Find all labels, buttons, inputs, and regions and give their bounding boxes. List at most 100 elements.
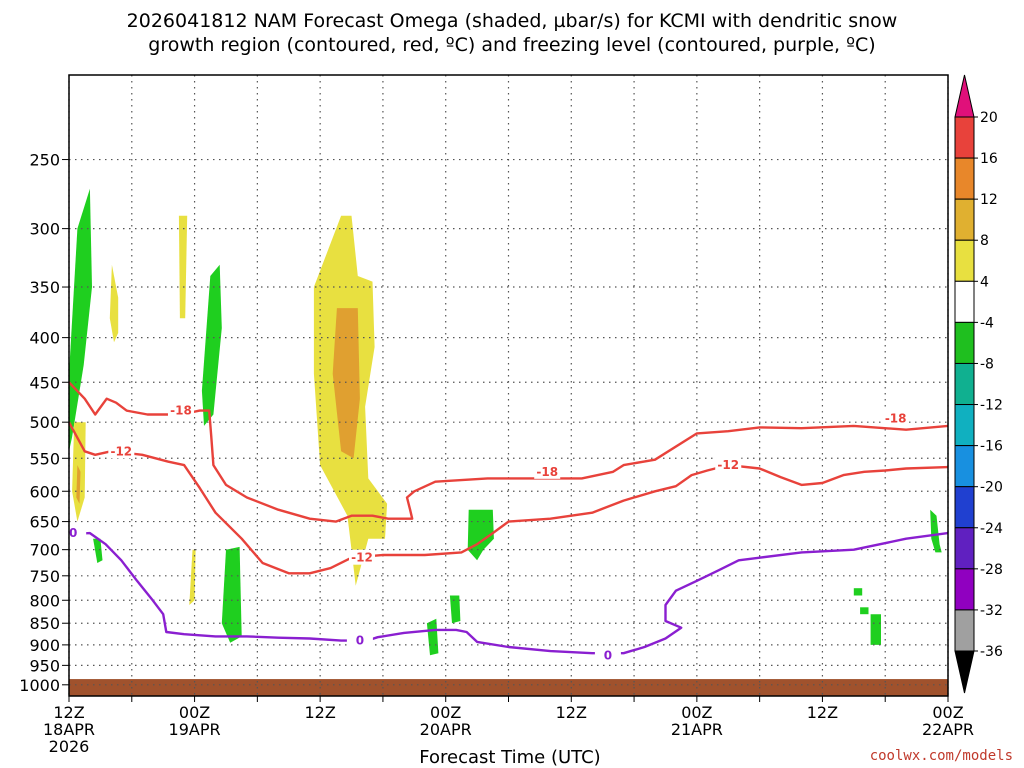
plot-area: 250 300 350 400 450 500 550 600 650 700 750 800 850 9… bbox=[19, 74, 974, 756]
omega-shading bbox=[69, 188, 942, 656]
colorbar-seg-12 bbox=[954, 609, 975, 652]
y-tick-label-450: 450 bbox=[29, 373, 60, 392]
x-axis-label: Forecast Time (UTC) bbox=[419, 747, 600, 768]
colorbar-seg-7 bbox=[954, 404, 975, 447]
contour-line-0 bbox=[69, 381, 948, 523]
contour-line-2 bbox=[69, 531, 948, 655]
y-tick-label-600: 600 bbox=[29, 482, 60, 501]
x-tick-date-1: 19APR bbox=[169, 720, 221, 739]
contour-label-1-1: -12 bbox=[351, 551, 373, 565]
y-tick-label-800: 800 bbox=[29, 591, 60, 610]
x-tick-label-3: 00Z bbox=[430, 703, 461, 722]
colorbar-label-8: -16 bbox=[980, 439, 1003, 455]
colorbar-label-9: -20 bbox=[980, 480, 1003, 496]
contour-label-bg-1-1 bbox=[349, 549, 375, 565]
x-tick-label-1: 00Z bbox=[179, 703, 210, 722]
colorbar-label-11: -28 bbox=[980, 562, 1003, 578]
x-tick-date-7: 22APR bbox=[922, 720, 974, 739]
contour-label-bg-0-1 bbox=[534, 463, 561, 479]
colorbar-label-2: 12 bbox=[980, 192, 998, 208]
chart-title-line2: growth region (contoured, red, ºC) and f… bbox=[148, 34, 875, 56]
y-tick-label-950: 950 bbox=[29, 656, 60, 675]
contour-label-2-0: 0 bbox=[69, 526, 77, 540]
omega-region-13 bbox=[467, 509, 494, 561]
contour-label-bg-2-0 bbox=[69, 525, 87, 541]
y-tick-label-500: 500 bbox=[29, 413, 60, 432]
credit-text[interactable]: coolwx.com/models bbox=[870, 748, 1013, 764]
omega-region-10 bbox=[332, 308, 360, 459]
contour-label-2-1: 0 bbox=[356, 634, 364, 648]
y-tick-label-700: 700 bbox=[29, 541, 60, 560]
colorbar-label-0: 20 bbox=[980, 110, 998, 126]
x-tick-date-0: 18APR bbox=[43, 720, 95, 739]
colorbar-label-5: -4 bbox=[980, 315, 994, 331]
plot-frame bbox=[68, 74, 949, 697]
omega-region-5 bbox=[178, 215, 188, 319]
colorbar-seg-4 bbox=[954, 280, 975, 323]
omega-region-1 bbox=[109, 264, 119, 343]
y-tick-label-400: 400 bbox=[29, 329, 60, 348]
colorbar-seg-10 bbox=[954, 527, 975, 570]
chart-title-line1: 2026041812 NAM Forecast Omega (shaded, µ… bbox=[127, 10, 898, 32]
colorbar-seg-11 bbox=[954, 568, 975, 611]
y-tick-label-900: 900 bbox=[29, 636, 60, 655]
x-tick-date-5: 21APR bbox=[671, 720, 723, 739]
x-tick-label-7: 00Z bbox=[932, 703, 963, 722]
x-tick-label-6: 12Z bbox=[807, 703, 838, 722]
y-tick-label-750: 750 bbox=[29, 567, 60, 586]
omega-region-6 bbox=[201, 264, 222, 426]
colorbar-label-13: -36 bbox=[980, 644, 1003, 660]
grid: 250 300 350 400 450 500 550 600 650 700 750 800 850 9… bbox=[19, 75, 974, 756]
colorbar-seg-2 bbox=[954, 198, 975, 241]
omega-region-0 bbox=[69, 188, 92, 452]
omega-region-11 bbox=[426, 618, 439, 656]
colorbar: 20 16 12 8 4 -4 -8 -12 -16 -20 -24 -28 -32 -36 bbox=[954, 74, 1003, 694]
omega-region-14 bbox=[853, 588, 863, 596]
contour-line-1 bbox=[69, 421, 948, 575]
omega-region-12 bbox=[449, 595, 461, 624]
colorbar-label-6: -8 bbox=[980, 356, 994, 372]
y-tick-label-650: 650 bbox=[29, 513, 60, 532]
x-tick-date-3: 20APR bbox=[420, 720, 472, 739]
colorbar-label-7: -12 bbox=[980, 398, 1003, 414]
colorbar-bottom-arrow bbox=[954, 650, 975, 694]
colorbar-label-4: 4 bbox=[980, 274, 989, 290]
colorbar-seg-6 bbox=[954, 362, 975, 406]
colorbar-seg-8 bbox=[954, 445, 975, 488]
contour-label-bg-0-2 bbox=[882, 410, 909, 426]
y-tick-label-250: 250 bbox=[29, 151, 60, 170]
omega-region-17 bbox=[930, 509, 942, 553]
omega-region-15 bbox=[860, 607, 869, 615]
colorbar-seg-9 bbox=[954, 486, 975, 529]
colorbar-seg-1 bbox=[954, 157, 975, 200]
colorbar-label-10: -24 bbox=[980, 521, 1003, 537]
colorbar-label-1: 16 bbox=[980, 151, 998, 167]
y-tick-label-850: 850 bbox=[29, 614, 60, 633]
contour-label-0-1: -18 bbox=[536, 465, 558, 479]
y-tick-label-350: 350 bbox=[29, 278, 60, 297]
contour-label-bg-2-2 bbox=[594, 647, 621, 663]
x-tick-label-0: 12Z bbox=[53, 703, 84, 722]
y-tick-label-300: 300 bbox=[29, 220, 60, 239]
x-tick-label-4: 12Z bbox=[556, 703, 587, 722]
omega-region-16 bbox=[870, 614, 881, 645]
x-tick-year-0: 2026 bbox=[49, 737, 90, 756]
contour-label-bg-1-2 bbox=[715, 457, 742, 473]
y-tick-label-550: 550 bbox=[29, 449, 60, 468]
colorbar-label-12: -32 bbox=[980, 603, 1003, 619]
x-tick-label-5: 00Z bbox=[681, 703, 712, 722]
contour-label-1-2: -12 bbox=[717, 458, 739, 472]
x-tick-label-2: 12Z bbox=[304, 703, 335, 722]
colorbar-label-3: 8 bbox=[980, 233, 989, 249]
y-tick-label-1000: 1000 bbox=[19, 676, 60, 695]
colorbar-seg-5 bbox=[954, 321, 975, 364]
colorbar-seg-0 bbox=[954, 116, 975, 159]
contour-label-0-0: -18 bbox=[170, 404, 192, 418]
omega-region-4 bbox=[93, 538, 103, 563]
contour-label-0-2: -18 bbox=[885, 411, 907, 425]
omega-region-3 bbox=[76, 465, 81, 504]
contour-label-1-0: -12 bbox=[110, 444, 132, 458]
colorbar-top-arrow bbox=[954, 74, 975, 118]
contour-label-bg-1-0 bbox=[108, 443, 135, 459]
